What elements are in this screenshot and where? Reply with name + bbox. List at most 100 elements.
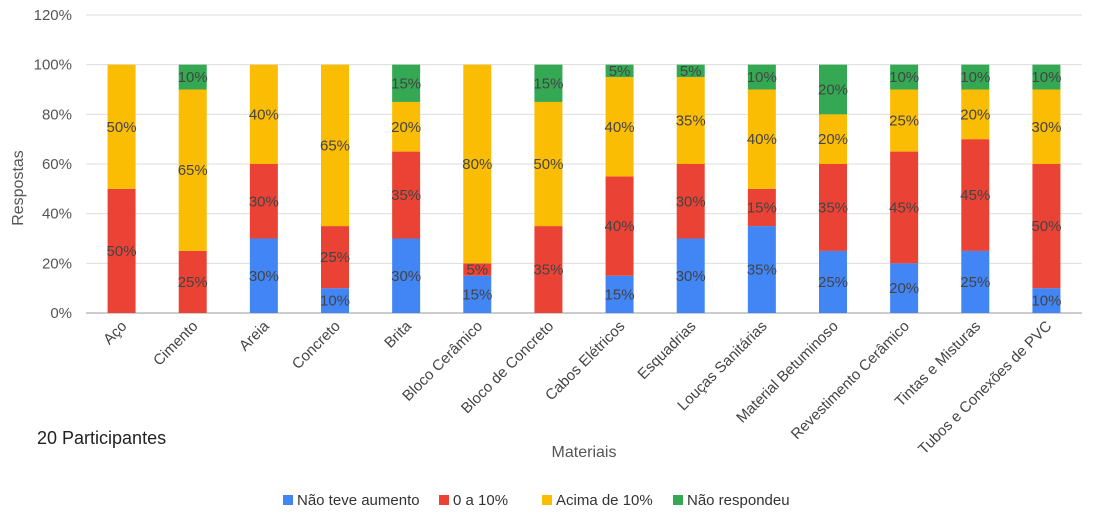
bar-segment [676, 64, 705, 78]
data-label: 45% [889, 199, 919, 216]
bar-segment [321, 226, 349, 289]
data-label: 40% [747, 131, 777, 148]
data-label: 25% [320, 249, 350, 266]
bar-segment [463, 275, 492, 313]
data-labels: 50% 50% 25% 65% 10% 30% 30% 40% 10% 25% 65% 30% 35% 2… [107, 63, 1062, 310]
data-label: 10% [1031, 69, 1061, 86]
data-label: 15% [605, 286, 635, 303]
bar-segment [605, 275, 634, 313]
data-label: 20% [889, 280, 919, 297]
y-axis-ticks: 0% 20% 40% 60% 80% 100% 120% [34, 7, 72, 322]
bar-segment [961, 139, 990, 251]
bar-segment [605, 77, 634, 177]
data-label: 50% [533, 156, 563, 173]
data-label: 50% [107, 243, 137, 260]
bar-segment [321, 64, 349, 227]
data-label: 25% [178, 274, 208, 291]
bar-segment [961, 250, 990, 313]
data-label: 40% [249, 106, 279, 123]
participants-note: 20 Participantes [37, 428, 166, 448]
bar-segment [107, 188, 136, 313]
y-tick-label: 40% [42, 206, 72, 223]
data-label: 50% [107, 119, 137, 136]
legend-swatch [542, 495, 552, 505]
y-tick-label: 0% [50, 305, 72, 322]
data-label: 40% [605, 119, 635, 136]
data-label: 10% [1031, 293, 1061, 310]
bar-segment [392, 151, 421, 239]
bar-segment [249, 164, 278, 239]
data-label: 65% [320, 137, 350, 154]
data-label: 25% [818, 274, 848, 291]
bar-segment [819, 164, 847, 251]
data-label: 5% [609, 63, 631, 80]
legend-swatch [673, 495, 683, 505]
data-label: 20% [960, 106, 990, 123]
data-label: 15% [391, 75, 421, 92]
data-label: 5% [680, 63, 702, 80]
data-label: 15% [533, 75, 563, 92]
data-label: 15% [747, 199, 777, 216]
y-tick-label: 80% [42, 106, 72, 123]
x-tick-label: Aço [100, 318, 130, 348]
data-label: 30% [676, 193, 706, 210]
bar-segment [249, 64, 278, 164]
data-label: 30% [249, 268, 279, 285]
bar-segment [392, 101, 421, 152]
bar-segment [961, 64, 990, 90]
bar-segment [249, 238, 278, 313]
data-label: 35% [676, 113, 706, 130]
data-label: 25% [960, 274, 990, 291]
legend-label: Não teve aumento [297, 492, 420, 509]
bar-segment [605, 64, 634, 78]
x-tick-label: Brita [381, 317, 415, 351]
bar-segment [178, 64, 207, 90]
data-label: 35% [391, 187, 421, 204]
data-label: 25% [889, 113, 919, 130]
bar-segment [392, 64, 421, 102]
legend-swatch [439, 495, 449, 505]
y-tick-label: 60% [42, 156, 72, 173]
bar-segment [819, 250, 847, 313]
bar-segment [605, 176, 634, 276]
bar-segment [534, 101, 563, 227]
data-label: 50% [1031, 218, 1061, 235]
bar-segment [747, 188, 776, 227]
legend-label: 0 a 10% [453, 492, 508, 509]
bar-segment [534, 226, 563, 313]
bar-segment [819, 114, 847, 164]
data-label: 30% [1031, 119, 1061, 136]
bar-segment [107, 64, 136, 189]
legend-swatch [283, 495, 293, 505]
data-label: 40% [605, 218, 635, 235]
bar-segment [890, 263, 919, 313]
bar-segment [747, 64, 776, 90]
gridlines [86, 14, 1082, 314]
bar-segment [819, 64, 847, 115]
legend: Não teve aumento 0 a 10% Acima de 10% Não r… [283, 492, 790, 509]
bar-segment [890, 89, 919, 152]
bar-segment [890, 64, 919, 90]
x-tick-label: Revestimento Cerâmico [788, 318, 913, 443]
data-label: 10% [960, 69, 990, 86]
x-tick-label: Concreto [289, 318, 344, 373]
bar-segment [676, 164, 705, 239]
data-label: 5% [466, 262, 488, 279]
bar-segment [1032, 288, 1061, 313]
bar-segment [676, 238, 705, 313]
data-label: 80% [462, 156, 492, 173]
x-tick-label: Tubos e Conexões de PVC [915, 318, 1055, 458]
data-label: 35% [747, 262, 777, 279]
x-tick-label: Areia [236, 317, 273, 354]
data-label: 30% [391, 268, 421, 285]
data-label: 35% [818, 199, 848, 216]
bars [107, 64, 1061, 313]
bar-segment [747, 89, 776, 189]
y-tick-label: 100% [34, 57, 72, 74]
data-label: 65% [178, 162, 208, 179]
bar-segment [463, 64, 492, 264]
x-tick-label: Cimento [150, 318, 202, 370]
bar-segment [392, 238, 421, 313]
x-tick-label: Esquadrias [634, 318, 699, 383]
